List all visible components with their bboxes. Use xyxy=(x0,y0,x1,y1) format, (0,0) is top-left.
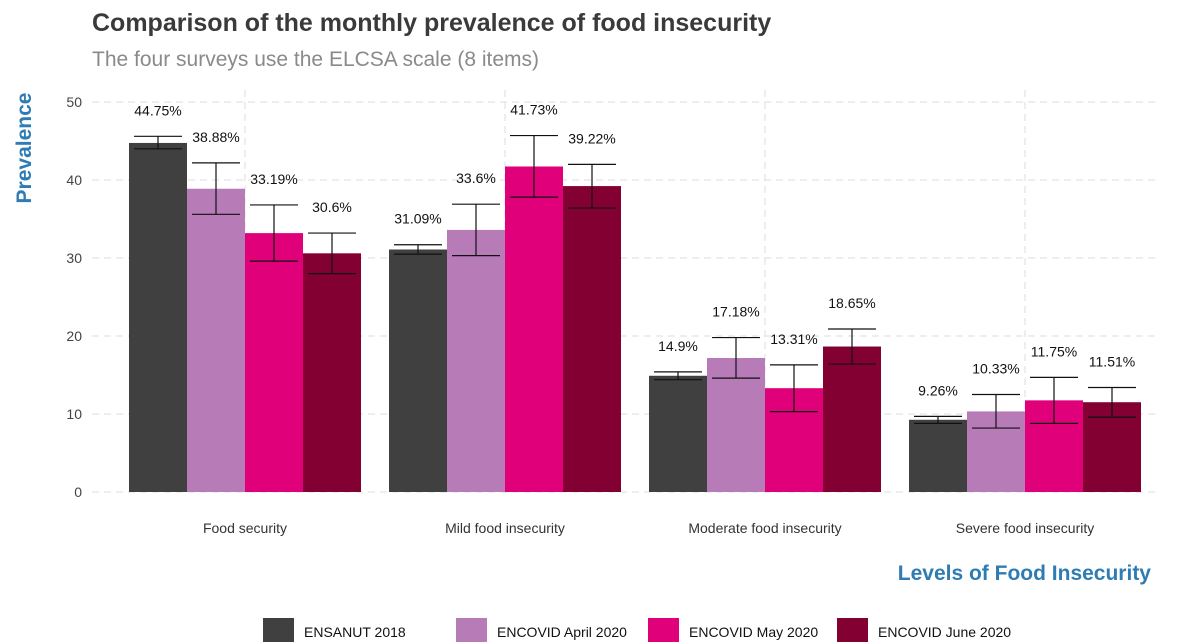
legend: ENSANUT 2018 ENCOVID April 2020 ENCOVID Ma… xyxy=(263,618,1011,642)
bar xyxy=(505,166,563,493)
chart-subtitle: The four surveys use the ELCSA scale (8 … xyxy=(92,48,539,71)
data-label: 30.6% xyxy=(312,199,352,215)
y-tick-label: 0 xyxy=(74,484,82,500)
y-tick-label: 50 xyxy=(66,94,82,110)
bar xyxy=(563,186,621,493)
y-tick-label: 40 xyxy=(66,172,82,188)
legend-label: ENCOVID June 2020 xyxy=(878,624,1011,640)
legend-label: ENCOVID April 2020 xyxy=(497,624,627,640)
data-label: 14.9% xyxy=(658,338,698,354)
data-label: 33.6% xyxy=(456,170,496,186)
legend-label: ENCOVID May 2020 xyxy=(689,624,818,640)
y-axis-title: Prevalence xyxy=(13,93,36,204)
data-label: 13.31% xyxy=(770,331,817,347)
data-label: 38.88% xyxy=(192,129,239,145)
data-label: 39.22% xyxy=(568,130,615,146)
data-label: 33.19% xyxy=(250,171,297,187)
data-label: 9.26% xyxy=(918,382,958,398)
x-category-label: Moderate food insecurity xyxy=(688,520,841,536)
bar xyxy=(129,142,187,492)
legend-swatch xyxy=(837,618,868,642)
y-axis-ticks: 0 10 20 30 40 50 xyxy=(66,94,82,500)
bar xyxy=(649,375,707,492)
y-tick-label: 30 xyxy=(66,250,82,266)
x-category-label: Mild food insecurity xyxy=(445,520,565,536)
data-label: 17.18% xyxy=(712,304,759,320)
y-tick-label: 10 xyxy=(66,406,82,422)
data-labels-layer: 44.75% 38.88% 33.19% 30.6% 31.09% 33.6% 41.73%… xyxy=(134,102,1135,399)
data-label: 31.09% xyxy=(394,211,441,227)
error-bars-layer xyxy=(134,134,1136,429)
data-label: 10.33% xyxy=(972,361,1019,377)
legend-label: ENSANUT 2018 xyxy=(304,624,406,640)
x-category-label: Severe food insecurity xyxy=(956,520,1095,536)
x-axis-title: Levels of Food Insecurity xyxy=(898,562,1152,585)
data-label: 11.75% xyxy=(1031,343,1077,359)
bar xyxy=(187,188,245,492)
bar xyxy=(447,229,505,493)
data-label: 41.73% xyxy=(510,102,557,118)
y-tick-label: 20 xyxy=(66,328,82,344)
legend-swatch xyxy=(263,618,294,642)
bar xyxy=(823,346,881,492)
bar xyxy=(389,249,447,492)
data-label: 44.75% xyxy=(134,102,181,118)
legend-swatch xyxy=(456,618,487,642)
bar xyxy=(245,233,303,493)
data-label: 11.51% xyxy=(1089,353,1135,369)
bars-layer xyxy=(129,142,1141,493)
data-label: 18.65% xyxy=(828,295,875,311)
bar xyxy=(707,357,765,492)
bar xyxy=(909,419,967,492)
x-axis-categories: Food security Mild food insecurity Moderat… xyxy=(203,520,1094,536)
bar xyxy=(303,253,361,492)
chart-title: Comparison of the monthly prevalence of … xyxy=(92,9,771,37)
x-category-label: Food security xyxy=(203,520,287,536)
legend-swatch xyxy=(648,618,679,642)
